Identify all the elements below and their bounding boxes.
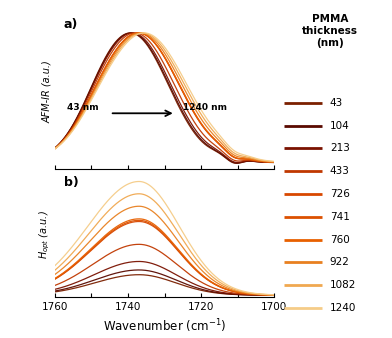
Text: 1240 nm: 1240 nm	[183, 103, 227, 112]
Y-axis label: $H_{opt}$ (a.u.): $H_{opt}$ (a.u.)	[38, 211, 52, 259]
Text: 741: 741	[330, 212, 350, 222]
Text: 104: 104	[330, 121, 350, 130]
Text: a): a)	[64, 18, 78, 31]
Text: 43 nm: 43 nm	[67, 103, 99, 112]
Text: 726: 726	[330, 189, 350, 199]
Text: 922: 922	[330, 257, 350, 267]
Text: 1240: 1240	[330, 303, 356, 313]
Text: PMMA
thickness
(nm): PMMA thickness (nm)	[302, 14, 358, 48]
Text: 213: 213	[330, 143, 350, 153]
Y-axis label: AFM-IR (a.u.): AFM-IR (a.u.)	[42, 60, 52, 123]
Text: 43: 43	[330, 98, 343, 108]
Text: b): b)	[64, 176, 78, 189]
Text: 1082: 1082	[330, 280, 356, 290]
Text: 433: 433	[330, 166, 350, 176]
Text: 760: 760	[330, 235, 350, 245]
X-axis label: Wavenumber (cm$^{-1}$): Wavenumber (cm$^{-1}$)	[103, 318, 226, 335]
